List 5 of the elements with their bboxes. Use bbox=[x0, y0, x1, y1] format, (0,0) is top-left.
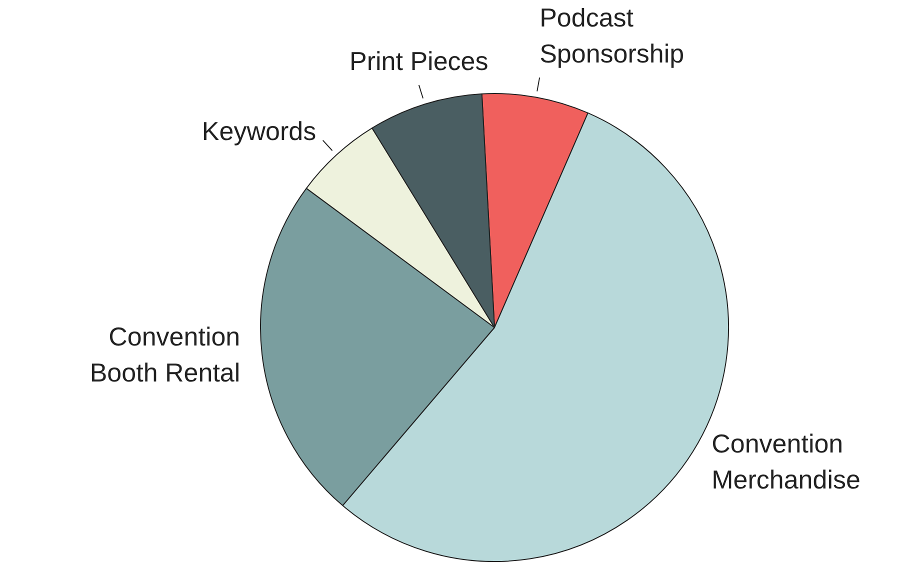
slice-label: Convention Booth Rental bbox=[90, 322, 240, 388]
slice-label: Keywords bbox=[202, 116, 316, 146]
slice-label: Podcast Sponsorship bbox=[540, 2, 684, 69]
slice-label: Print Pieces bbox=[350, 46, 488, 76]
slice-label: Convention Merchandise bbox=[712, 428, 860, 494]
